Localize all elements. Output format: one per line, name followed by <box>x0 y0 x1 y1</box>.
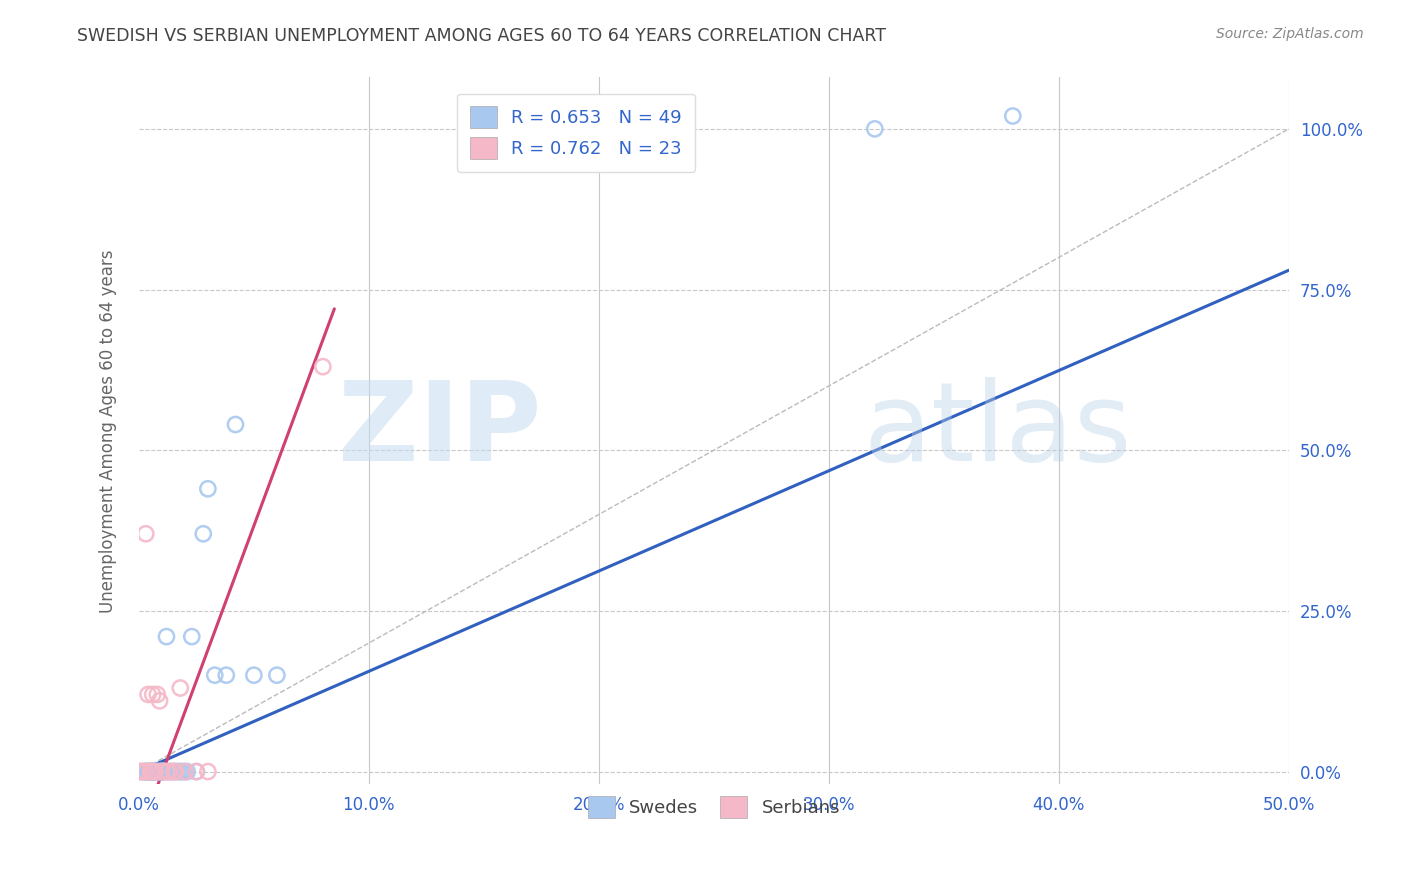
Point <box>143 764 166 779</box>
Point <box>139 764 162 779</box>
Point <box>142 764 165 779</box>
Text: ZIP: ZIP <box>337 377 541 484</box>
Point <box>146 688 169 702</box>
Point <box>139 764 162 779</box>
Text: atlas: atlas <box>863 377 1132 484</box>
Point <box>1001 109 1024 123</box>
Point <box>135 764 157 779</box>
Point <box>139 764 162 779</box>
Point <box>162 764 184 779</box>
Point <box>143 764 166 779</box>
Point <box>142 688 165 702</box>
Point <box>150 764 173 779</box>
Point <box>150 764 173 779</box>
Point <box>136 688 159 702</box>
Point <box>139 764 162 779</box>
Legend: Swedes, Serbians: Swedes, Serbians <box>581 789 848 825</box>
Point <box>160 764 183 779</box>
Point <box>165 764 187 779</box>
Point <box>136 764 159 779</box>
Point <box>193 526 215 541</box>
Point <box>173 764 195 779</box>
Text: SWEDISH VS SERBIAN UNEMPLOYMENT AMONG AGES 60 TO 64 YEARS CORRELATION CHART: SWEDISH VS SERBIAN UNEMPLOYMENT AMONG AG… <box>77 27 886 45</box>
Point <box>155 764 177 779</box>
Point <box>155 630 177 644</box>
Point <box>149 764 172 779</box>
Point <box>135 764 157 779</box>
Point <box>167 764 190 779</box>
Point <box>153 764 176 779</box>
Point <box>142 764 165 779</box>
Point <box>153 764 176 779</box>
Point <box>176 764 198 779</box>
Point <box>142 764 165 779</box>
Point <box>197 764 219 779</box>
Point <box>136 764 159 779</box>
Y-axis label: Unemployment Among Ages 60 to 64 years: Unemployment Among Ages 60 to 64 years <box>100 249 117 613</box>
Point <box>204 668 226 682</box>
Point <box>172 764 194 779</box>
Point <box>132 764 155 779</box>
Point <box>266 668 288 682</box>
Point <box>128 764 150 779</box>
Point <box>186 764 208 779</box>
Point <box>129 764 152 779</box>
Point <box>243 668 266 682</box>
Point <box>135 526 157 541</box>
Point <box>165 764 187 779</box>
Point <box>135 764 157 779</box>
Point <box>312 359 335 374</box>
Point <box>149 694 172 708</box>
Point <box>142 764 165 779</box>
Point <box>186 764 208 779</box>
Point <box>169 764 191 779</box>
Point <box>139 764 162 779</box>
Point <box>139 764 162 779</box>
Point <box>129 764 152 779</box>
Point <box>146 764 169 779</box>
Point <box>169 681 191 695</box>
Point <box>863 121 886 136</box>
Text: Source: ZipAtlas.com: Source: ZipAtlas.com <box>1216 27 1364 41</box>
Point <box>180 630 202 644</box>
Point <box>142 764 165 779</box>
Point <box>173 764 195 779</box>
Point <box>215 668 238 682</box>
Point <box>224 417 246 432</box>
Point <box>132 764 155 779</box>
Point <box>150 764 173 779</box>
Point <box>157 764 180 779</box>
Point <box>139 764 162 779</box>
Point <box>197 482 219 496</box>
Point <box>143 764 166 779</box>
Point <box>149 764 172 779</box>
Point <box>162 764 184 779</box>
Point <box>146 764 169 779</box>
Point <box>157 764 180 779</box>
Point <box>150 764 173 779</box>
Point <box>143 764 166 779</box>
Point <box>136 764 159 779</box>
